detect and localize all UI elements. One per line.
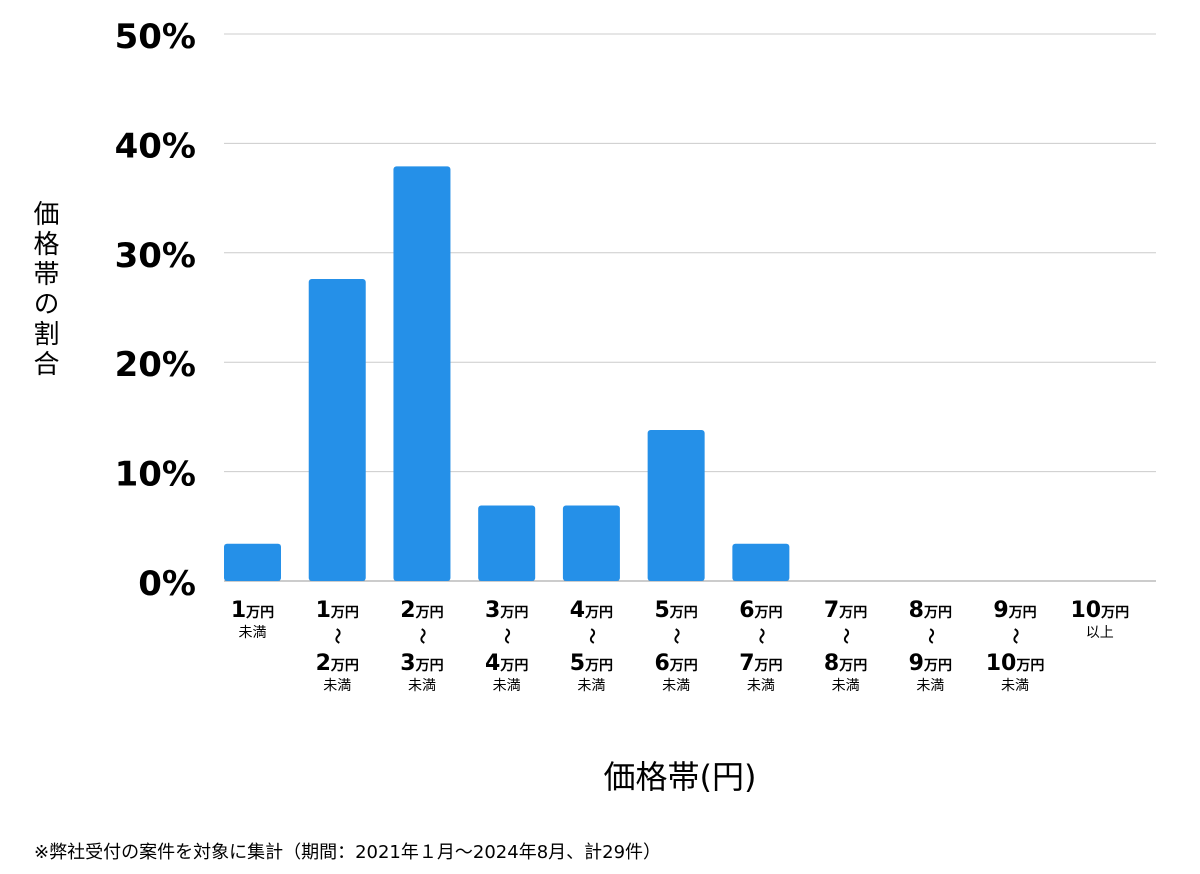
x-tick-label: 5万円	[570, 651, 613, 676]
x-tick-label: 8万円	[909, 598, 952, 623]
x-tick-label: 2万円	[316, 651, 359, 676]
x-tick-label: 4万円	[570, 598, 613, 623]
x-tick-label: 9万円	[993, 598, 1036, 623]
x-tick-label: 10万円	[986, 651, 1045, 676]
x-tick-suffix: 未満	[916, 678, 944, 694]
x-tick-label: 1万円	[231, 598, 274, 623]
y-axis-label: 価格帯の割合	[29, 200, 59, 380]
x-tick-separator: 〜	[837, 628, 856, 644]
x-tick-suffix: 未満	[577, 678, 605, 694]
x-tick-label: 2万円	[400, 598, 443, 623]
x-tick-separator: 〜	[413, 628, 432, 644]
x-tick-suffix: 未満	[747, 678, 775, 694]
y-tick-label: 40%	[115, 126, 196, 166]
x-tick-suffix: 未満	[323, 678, 351, 694]
x-tick-suffix: 未満	[239, 625, 267, 641]
y-tick-label: 10%	[115, 455, 196, 495]
x-tick-separator: 〜	[667, 628, 686, 644]
x-tick-suffix: 未満	[1001, 678, 1029, 694]
x-tick-label: 6万円	[739, 598, 782, 623]
x-tick-label: 1万円	[316, 598, 359, 623]
x-tick-separator: 〜	[752, 628, 771, 644]
x-tick-label: 7万円	[739, 651, 782, 676]
x-tick-label: 9万円	[909, 651, 952, 676]
x-tick-suffix: 未満	[662, 678, 690, 694]
y-tick-label: 0%	[138, 564, 196, 604]
x-tick-label: 4万円	[485, 651, 528, 676]
y-tick-label: 50%	[115, 17, 196, 57]
x-tick-suffix: 未満	[408, 678, 436, 694]
y-tick-label: 20%	[115, 345, 196, 385]
x-tick-label: 8万円	[824, 651, 867, 676]
x-tick-separator: 〜	[921, 628, 940, 644]
x-tick-label: 10万円	[1070, 598, 1129, 623]
x-tick-suffix: 未満	[832, 678, 860, 694]
x-tick-separator: 〜	[1006, 628, 1025, 644]
bar	[393, 166, 451, 581]
bar	[647, 430, 705, 581]
bar	[224, 543, 281, 581]
x-tick-label: 6万円	[654, 651, 697, 676]
x-tick-label: 3万円	[400, 651, 443, 676]
x-tick-label: 3万円	[485, 598, 528, 623]
x-tick-separator: 〜	[582, 628, 601, 644]
bar	[562, 505, 620, 581]
bar	[478, 505, 536, 581]
y-tick-label: 30%	[115, 236, 196, 276]
bar	[732, 543, 790, 581]
x-tick-suffix: 未満	[493, 678, 521, 694]
x-axis-label: 価格帯(円)	[603, 758, 757, 796]
x-tick-suffix: 以上	[1086, 625, 1114, 641]
x-tick-label: 7万円	[824, 598, 867, 623]
x-tick-separator: 〜	[498, 628, 517, 644]
x-tick-label: 5万円	[654, 598, 697, 623]
footnote: ※弊社受付の案件を対象に集計（期間：2021年１月〜2024年8月、計29件）	[34, 842, 662, 863]
x-tick-separator: 〜	[328, 628, 347, 644]
bar	[308, 279, 366, 581]
